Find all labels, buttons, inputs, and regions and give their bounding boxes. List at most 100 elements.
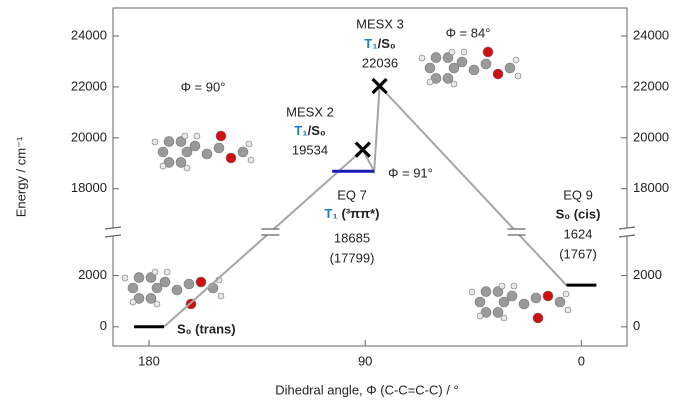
y-tick-label: 2000 xyxy=(78,267,107,282)
y-tick-label: 18000 xyxy=(633,180,669,195)
y-tick-label: 20000 xyxy=(633,129,669,144)
atom xyxy=(248,157,254,163)
atom xyxy=(160,277,170,287)
atom xyxy=(505,63,515,73)
atom xyxy=(507,291,517,301)
atom xyxy=(154,301,160,307)
chart: Energy / cm⁻¹ Dihedral angle, Φ (C-C=C-C… xyxy=(0,0,678,400)
value-label: 19534 xyxy=(292,142,328,157)
atom xyxy=(164,137,174,147)
atom xyxy=(128,283,138,293)
atom xyxy=(202,149,212,159)
atom xyxy=(469,289,475,295)
molecule xyxy=(122,269,224,309)
label-part: T₁ xyxy=(294,123,307,138)
state-title: EQ 7 xyxy=(337,187,367,202)
atom xyxy=(184,165,190,171)
atom xyxy=(196,277,206,287)
x-tick-label: 0 xyxy=(578,353,585,368)
y-tick-label: 22000 xyxy=(71,78,107,93)
atom xyxy=(194,133,200,139)
atom xyxy=(449,49,455,55)
atom xyxy=(457,57,467,67)
atom xyxy=(493,69,503,79)
atom xyxy=(501,315,507,321)
y-tick-label: 24000 xyxy=(633,27,669,42)
note: (17799) xyxy=(330,250,375,265)
y-tick-label: 24000 xyxy=(71,27,107,42)
atom xyxy=(182,133,188,139)
molecule xyxy=(419,47,521,87)
annotation: Φ = 91° xyxy=(388,165,433,180)
state-label: T₁/S₀ xyxy=(364,36,396,51)
atom xyxy=(531,293,541,303)
atom xyxy=(469,65,479,75)
atom xyxy=(226,153,236,163)
label-part: /S₀ xyxy=(308,123,326,138)
molecule xyxy=(152,131,254,171)
label-part: T₁ xyxy=(364,36,377,51)
atom xyxy=(164,269,170,275)
atom xyxy=(152,269,158,275)
annotation: Φ = 84° xyxy=(446,25,491,40)
mesx-cross xyxy=(356,143,370,157)
atom xyxy=(158,147,168,157)
value-label: 1624 xyxy=(564,226,593,241)
atom xyxy=(246,141,252,147)
atom xyxy=(130,299,136,305)
label-part: /S₀ xyxy=(378,36,396,51)
atom xyxy=(152,139,158,145)
atom xyxy=(499,283,505,289)
line-break xyxy=(508,229,526,235)
y-axis-label: Energy / cm⁻¹ xyxy=(13,136,28,217)
label-part: T₁ xyxy=(325,206,338,221)
atom xyxy=(218,293,224,299)
state-title: MESX 2 xyxy=(286,104,334,119)
atom xyxy=(427,79,433,85)
molecule xyxy=(469,283,571,323)
atom xyxy=(216,131,226,141)
atom xyxy=(461,49,467,55)
note: (1767) xyxy=(559,246,597,261)
atom xyxy=(483,47,493,57)
value-label: 18685 xyxy=(334,230,370,245)
atom xyxy=(481,287,491,297)
atom xyxy=(208,283,218,293)
state-label: S₀ (cis) xyxy=(556,206,601,221)
y-tick-label: 22000 xyxy=(633,78,669,93)
atom xyxy=(477,313,483,319)
y-tick-label: 0 xyxy=(100,318,107,333)
atom xyxy=(238,147,248,157)
x-tick-label: 180 xyxy=(138,353,160,368)
value-label: 22036 xyxy=(362,55,398,70)
x-axis-label: Dihedral angle, Φ (C-C=C-C) / ° xyxy=(275,382,459,397)
atom xyxy=(543,291,553,301)
atom xyxy=(214,143,224,153)
y-tick-label: 2000 xyxy=(633,267,662,282)
atom xyxy=(431,53,441,63)
atom xyxy=(533,313,543,323)
atom xyxy=(511,283,517,289)
state-label: S₀ (trans) xyxy=(177,321,236,336)
atom xyxy=(172,285,182,295)
atom xyxy=(563,291,569,297)
atom xyxy=(451,81,457,87)
atom xyxy=(160,163,166,169)
atom xyxy=(134,273,144,283)
annotation: Φ = 90° xyxy=(181,79,226,94)
atom xyxy=(515,73,521,79)
line-break xyxy=(261,229,279,235)
y-tick-label: 20000 xyxy=(71,129,107,144)
atom xyxy=(122,275,128,281)
atom xyxy=(555,297,565,307)
state-label: T₁/S₀ xyxy=(294,123,326,138)
atom xyxy=(519,299,529,309)
label-part: (³ππ*) xyxy=(338,206,380,221)
atom xyxy=(475,297,485,307)
y-tick-label: 18000 xyxy=(71,180,107,195)
state-title: MESX 3 xyxy=(356,16,404,31)
state-label: T₁ (³ππ*) xyxy=(325,206,380,221)
atom xyxy=(425,63,435,73)
atom xyxy=(513,57,519,63)
atom xyxy=(481,59,491,69)
